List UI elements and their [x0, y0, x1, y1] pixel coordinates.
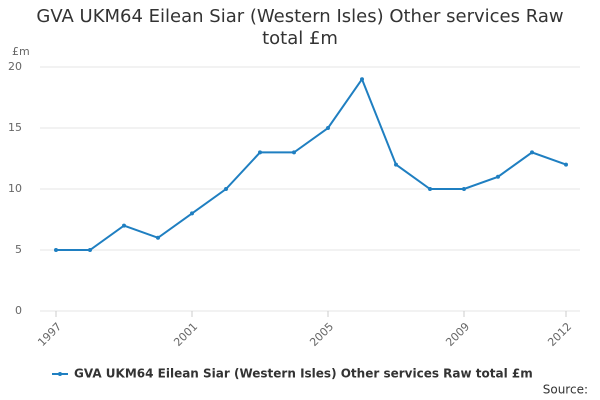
x-tick-label: 1997: [35, 320, 64, 349]
x-tick-label: 2001: [171, 320, 200, 349]
point: [496, 174, 500, 179]
point: [88, 248, 92, 252]
y-tick-label: 15: [8, 121, 22, 134]
y-tick-label: 20: [8, 60, 22, 73]
point: [360, 77, 364, 82]
y-axis-label: £m: [12, 45, 30, 58]
point: [530, 150, 534, 155]
point: [224, 187, 228, 191]
legend-marker: [58, 372, 62, 376]
point: [428, 187, 432, 191]
point: [258, 150, 262, 155]
point: [326, 126, 330, 130]
x-tick-label: 2005: [307, 320, 336, 349]
legend-label: GVA UKM64 Eilean Siar (Western Isles) Ot…: [74, 367, 533, 381]
point: [122, 223, 126, 228]
y-tick-label: 10: [8, 182, 22, 195]
y-tick-label: 5: [15, 243, 22, 256]
point: [54, 248, 58, 252]
point: [564, 162, 568, 167]
line: [56, 77, 567, 251]
y-tick-label: 0: [15, 304, 22, 317]
x-tick-label: 2009: [443, 320, 472, 349]
source: Source:: [543, 383, 588, 397]
point: [462, 187, 466, 191]
x-tick-label: 2012: [545, 320, 574, 349]
point: [156, 235, 160, 240]
chart-title: GVA UKM64 Eilean Siar (Western Isles) Ot…: [36, 6, 564, 49]
point: [394, 162, 398, 167]
point: [190, 211, 194, 216]
point: [292, 150, 296, 155]
